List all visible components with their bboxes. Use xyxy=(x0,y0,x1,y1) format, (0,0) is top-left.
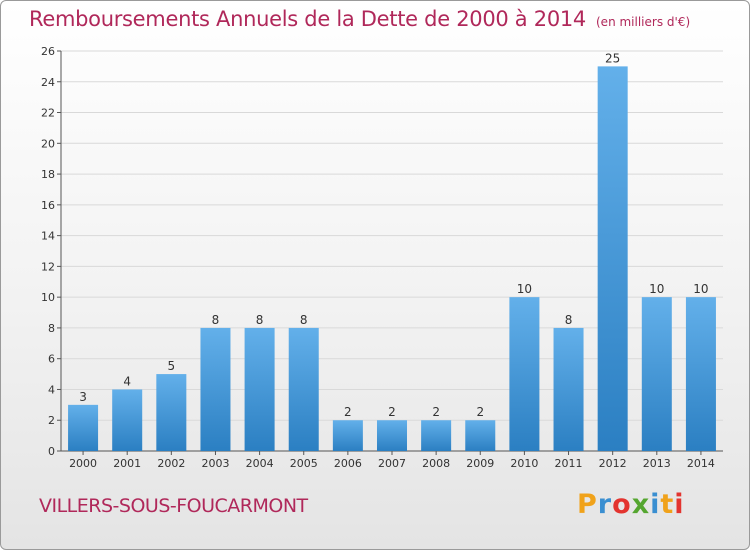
x-tick-label: 2014 xyxy=(687,457,715,470)
y-tick-label: 20 xyxy=(41,137,55,150)
logo-letter: P xyxy=(577,489,598,520)
y-tick-label: 12 xyxy=(41,260,55,273)
x-tick-label: 2000 xyxy=(69,457,97,470)
y-tick-label: 22 xyxy=(41,107,55,120)
x-tick-label: 2012 xyxy=(599,457,627,470)
bar xyxy=(597,66,628,451)
logo-letter: i xyxy=(674,489,685,520)
data-label: 10 xyxy=(517,282,532,296)
x-tick-label: 2007 xyxy=(378,457,406,470)
logo-letter: x xyxy=(631,489,651,520)
data-label: 3 xyxy=(79,390,87,404)
data-label: 5 xyxy=(168,359,176,373)
city-name: VILLERS-SOUS-FOUCARMONT xyxy=(39,495,308,517)
chart-subtitle: (en milliers d'€) xyxy=(596,15,691,29)
bar xyxy=(553,327,584,451)
bar xyxy=(376,420,408,451)
data-label: 2 xyxy=(432,405,440,419)
x-tick-label: 2011 xyxy=(555,457,583,470)
bar xyxy=(288,327,319,451)
bar xyxy=(332,420,363,451)
bar xyxy=(641,297,672,451)
x-tick-label: 2008 xyxy=(422,457,450,470)
bar xyxy=(421,420,452,451)
data-label: 10 xyxy=(693,282,708,296)
x-tick-label: 2001 xyxy=(113,457,141,470)
y-tick-label: 10 xyxy=(41,291,55,304)
y-tick-label: 18 xyxy=(41,168,55,181)
logo-letter: r xyxy=(597,489,613,520)
data-label: 2 xyxy=(388,405,396,419)
x-tick-label: 2002 xyxy=(157,457,185,470)
y-tick-label: 0 xyxy=(48,445,55,458)
x-tick-label: 2005 xyxy=(290,457,318,470)
bar xyxy=(685,297,716,451)
bar xyxy=(112,389,143,451)
bar xyxy=(509,297,540,451)
bar xyxy=(156,374,187,451)
x-tick-label: 2009 xyxy=(466,457,494,470)
data-label: 2 xyxy=(344,405,352,419)
x-tick-label: 2010 xyxy=(510,457,538,470)
proxiti-logo: Proxiti xyxy=(577,489,685,520)
data-label: 25 xyxy=(605,51,620,65)
bar-chart: 0246810121416182022242632000420015200282… xyxy=(41,45,723,470)
bar xyxy=(68,404,99,451)
y-tick-label: 26 xyxy=(41,45,55,58)
y-tick-label: 6 xyxy=(48,353,55,366)
y-tick-label: 14 xyxy=(41,230,55,243)
bar xyxy=(244,327,275,451)
y-tick-label: 4 xyxy=(48,383,55,396)
y-tick-label: 24 xyxy=(41,76,55,89)
x-tick-label: 2006 xyxy=(334,457,362,470)
x-tick-label: 2003 xyxy=(201,457,229,470)
chart-title: Remboursements Annuels de la Dette de 20… xyxy=(29,7,690,31)
chart-title-text: Remboursements Annuels de la Dette de 20… xyxy=(29,7,586,31)
y-tick-label: 2 xyxy=(48,414,55,427)
data-label: 8 xyxy=(256,313,264,327)
bar xyxy=(465,420,496,451)
logo-letter: i xyxy=(650,489,661,520)
data-label: 8 xyxy=(212,313,220,327)
x-tick-label: 2013 xyxy=(643,457,671,470)
y-tick-label: 8 xyxy=(48,322,55,335)
data-label: 8 xyxy=(565,313,573,327)
logo-letter: o xyxy=(612,489,632,520)
x-tick-label: 2004 xyxy=(246,457,274,470)
data-label: 8 xyxy=(300,313,308,327)
data-label: 2 xyxy=(476,405,484,419)
bar xyxy=(200,327,231,451)
data-label: 4 xyxy=(123,374,131,388)
y-tick-label: 16 xyxy=(41,199,55,212)
logo-letter: t xyxy=(660,489,675,520)
data-label: 10 xyxy=(649,282,664,296)
